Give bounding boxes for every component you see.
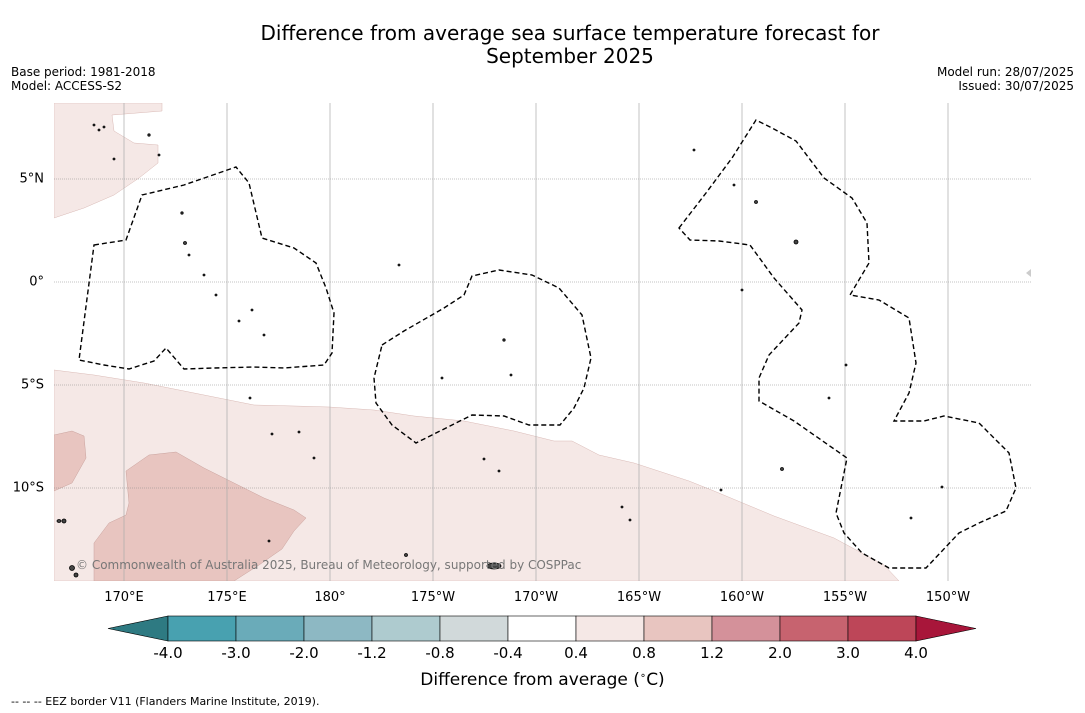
eez-borders [78, 119, 1017, 569]
lon-label-155w: 155°W [822, 590, 868, 605]
colorbar-segment [643, 615, 713, 642]
colorbar-extend-high [915, 615, 977, 642]
lat-label-5n: 5°N [19, 171, 45, 187]
colorbar-tick-label: -4.0 [153, 644, 183, 662]
eez-footnote: -- -- -- EEZ border V11 (Flanders Marine… [11, 695, 320, 708]
lon-label-175w: 175°W [410, 590, 456, 605]
model-name: Model: ACCESS-S2 [11, 79, 123, 93]
colorbar-segment [507, 615, 577, 642]
base-period: Base period: 1981-2018 [11, 65, 156, 79]
anomaly-region-0-8-1-2-west [54, 430, 87, 492]
meridians [123, 103, 949, 581]
lon-label-170w: 170°W [513, 590, 559, 605]
colorbar-tick-label: -0.4 [493, 644, 523, 662]
title-line-1: Difference from average sea surface temp… [260, 21, 880, 45]
colorbar-tick-label: 3.0 [836, 644, 860, 662]
meta-right: Model run: 28/07/2025 Issued: 30/07/2025 [937, 65, 1074, 93]
colorbar-tick-label: -2.0 [289, 644, 319, 662]
chart-title: Difference from average sea surface temp… [0, 22, 1085, 68]
colorbar-tick-label: -0.8 [425, 644, 455, 662]
lon-label-160w: 160°W [719, 590, 765, 605]
anomaly-region-0-4-0-8-north [54, 103, 163, 219]
graticule [54, 178, 1031, 489]
colorbar-segment [167, 615, 237, 642]
colorbar-tick-label: 0.8 [632, 644, 656, 662]
eez-kiribati-phoenix [373, 269, 592, 444]
colorbar-segment [575, 615, 645, 642]
lon-label-170e: 170°E [104, 590, 144, 605]
issued-date: Issued: 30/07/2025 [958, 79, 1074, 93]
copyright-notice: © Commonwealth of Australia 2025, Bureau… [76, 558, 582, 572]
colorbar-extend-low [107, 615, 169, 642]
lat-label-5s: 5°S [20, 377, 44, 393]
colorbar-segment [779, 615, 849, 642]
colorbar-title: Difference from average (∘C) [420, 670, 665, 690]
colorbar-tick-label: 2.0 [768, 644, 792, 662]
lon-label-150w: 150°W [925, 590, 971, 605]
colorbar-tick-label: 0.4 [564, 644, 588, 662]
lat-label-10s: 10°S [12, 480, 44, 496]
right-edge-marker [1026, 269, 1031, 277]
lon-label-180: 180° [314, 590, 346, 605]
islands [56, 123, 944, 578]
colorbar-tick-label: 4.0 [904, 644, 928, 662]
colorbar-tick-label: -1.2 [357, 644, 387, 662]
lon-label-175e: 175°E [207, 590, 247, 605]
colorbar-segment [847, 615, 917, 642]
eez-tuvalu-tokelau [78, 166, 335, 370]
colorbar-segment [439, 615, 509, 642]
model-run: Model run: 28/07/2025 [936, 65, 1074, 79]
colorbar-tick-label: 1.2 [700, 644, 724, 662]
colorbar-segment [303, 615, 373, 642]
lat-label-0: 0° [29, 274, 44, 290]
lon-label-165w: 165°W [616, 590, 662, 605]
colorbar [107, 615, 977, 642]
colorbar-segment [235, 615, 305, 642]
title-line-2: September 2025 [486, 44, 654, 68]
anomaly-region-0-8-1-2-southwest [93, 451, 307, 581]
colorbar-segment [371, 615, 441, 642]
colorbar-tick-label: -3.0 [221, 644, 251, 662]
meta-left: Base period: 1981-2018 Model: ACCESS-S2 [11, 65, 156, 93]
sst-anomaly-map [54, 103, 1031, 581]
colorbar-segment [711, 615, 781, 642]
